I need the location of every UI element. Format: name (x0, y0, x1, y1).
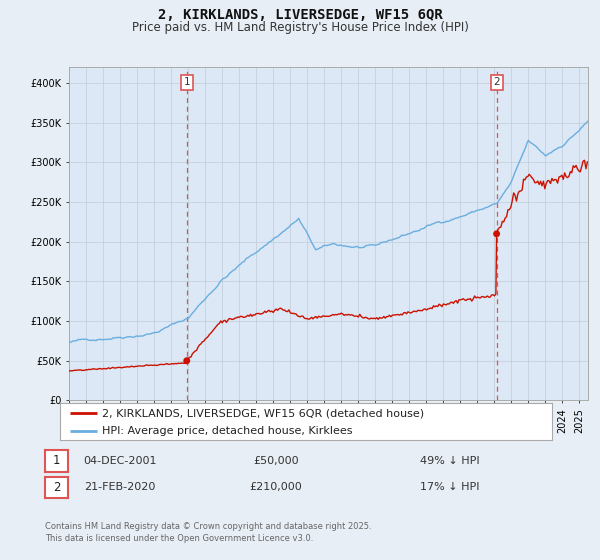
Text: 1: 1 (184, 77, 190, 87)
Text: 1: 1 (53, 454, 60, 468)
Text: 17% ↓ HPI: 17% ↓ HPI (420, 482, 479, 492)
Text: HPI: Average price, detached house, Kirklees: HPI: Average price, detached house, Kirk… (102, 426, 352, 436)
Point (182, 356, 191, 365)
Text: £50,000: £50,000 (253, 456, 299, 466)
Text: Price paid vs. HM Land Registry's House Price Index (HPI): Price paid vs. HM Land Registry's House … (131, 21, 469, 34)
Text: 49% ↓ HPI: 49% ↓ HPI (420, 456, 479, 466)
Text: 21-FEB-2020: 21-FEB-2020 (85, 482, 155, 492)
Text: 2: 2 (493, 77, 500, 87)
Text: 04-DEC-2001: 04-DEC-2001 (83, 456, 157, 466)
Text: 2, KIRKLANDS, LIVERSEDGE, WF15 6QR (detached house): 2, KIRKLANDS, LIVERSEDGE, WF15 6QR (deta… (102, 408, 424, 418)
Text: 2, KIRKLANDS, LIVERSEDGE, WF15 6QR: 2, KIRKLANDS, LIVERSEDGE, WF15 6QR (158, 8, 442, 22)
Point (492, 230, 502, 239)
Text: 2: 2 (53, 480, 60, 494)
Text: Contains HM Land Registry data © Crown copyright and database right 2025.
This d: Contains HM Land Registry data © Crown c… (45, 522, 371, 543)
Text: £210,000: £210,000 (250, 482, 302, 492)
